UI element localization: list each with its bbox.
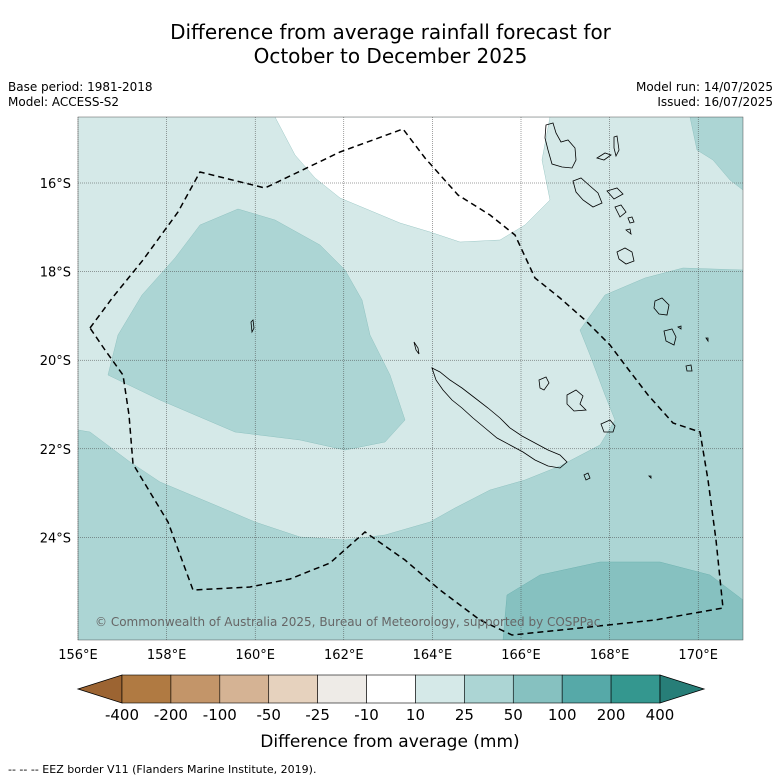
latitude-labels: 16°S 18°S 20°S 22°S 24°S — [40, 177, 71, 546]
vanuatu-efate — [614, 204, 627, 218]
title-line-1: Difference from average rainfall forecas… — [170, 20, 611, 44]
colorbar-swatch — [121, 674, 172, 704]
colorbar-extend-low — [76, 674, 123, 704]
colorbar-tick-label: 25 — [455, 706, 474, 724]
latitude-label: 20°S — [40, 354, 71, 369]
latitude-label: 22°S — [40, 443, 71, 458]
eez-footnote: -- -- -- EEZ border V11 (Flanders Marine… — [8, 763, 317, 776]
vanuatu-ambae — [596, 152, 612, 161]
meta-left: Base period: 1981-2018 Model: ACCESS-S2 — [8, 80, 153, 110]
colorbar-label: Difference from average (mm) — [260, 732, 519, 752]
longitude-label: 170°E — [678, 648, 718, 663]
longitude-label: 160°E — [235, 648, 275, 663]
colorbar-tick-label: 100 — [548, 706, 577, 724]
region-25-50-west — [107, 208, 406, 451]
vanuatu-erromango — [616, 247, 635, 265]
model-run: Model run: 14/07/2025 — [635, 80, 773, 94]
vanuatu-pentecost — [606, 187, 624, 200]
colorbar: -400 -200 -100 -50 -25 -10 10 25 50 100 200 400 — [76, 674, 706, 724]
colorbar-swatch — [268, 674, 318, 704]
colorbar-tick-label: 50 — [504, 706, 523, 724]
map-title: Difference from average rainfall forecas… — [0, 20, 781, 68]
belep-islands — [413, 341, 420, 355]
longitude-label: 156°E — [58, 648, 98, 663]
colorbar-swatch — [170, 674, 221, 704]
coastlines — [250, 122, 709, 481]
longitude-label: 166°E — [501, 648, 541, 663]
vanuatu-shepherds — [627, 216, 635, 224]
longitude-label: 168°E — [590, 648, 630, 663]
latitude-label: 16°S — [40, 177, 71, 192]
colorbar-tick-label: 400 — [646, 706, 675, 724]
model-name: Model: ACCESS-S2 — [8, 95, 120, 109]
lifou-island — [566, 389, 587, 412]
small-island-a — [677, 325, 682, 330]
colorbar-tick-label: 200 — [597, 706, 626, 724]
longitude-labels: 156°E 158°E 160°E 162°E 164°E 166°E 168°E 170°E — [58, 648, 718, 663]
colorbar-tick-label: -50 — [256, 706, 281, 724]
vanuatu-tanna — [625, 228, 632, 235]
region-no-change — [274, 117, 551, 243]
map-field — [78, 117, 743, 640]
matthew-island — [663, 328, 677, 346]
chesterfield-islands — [250, 319, 255, 334]
mare-island — [600, 419, 616, 433]
colorbar-tick-label: 10 — [406, 706, 425, 724]
ouvea-island — [538, 376, 550, 391]
latitude-label: 24°S — [40, 531, 71, 546]
colorbar-extend-high — [659, 674, 706, 704]
title-line-2: October to December 2025 — [253, 44, 528, 68]
colorbar-tick-label: -25 — [305, 706, 330, 724]
isle-of-pines — [583, 472, 591, 481]
copyright-text: © Commonwealth of Australia 2025, Bureau… — [95, 615, 600, 629]
map-frame — [77, 116, 744, 641]
colorbar-swatch — [610, 674, 661, 704]
colorbar-tick-label: -400 — [105, 706, 139, 724]
colorbar-swatch — [366, 674, 416, 704]
colorbar-swatch — [464, 674, 514, 704]
latitude-label: 18°S — [40, 266, 71, 281]
small-island-c — [685, 364, 693, 372]
issued-date: Issued: 16/07/2025 — [657, 95, 773, 109]
colorbar-swatch — [219, 674, 270, 704]
colorbar-swatch — [415, 674, 465, 704]
region-25-50-south — [78, 267, 743, 640]
small-island-b — [705, 337, 709, 343]
colorbar-swatch — [317, 674, 367, 704]
longitude-label: 164°E — [413, 648, 453, 663]
region-50-100 — [502, 561, 743, 640]
small-island-d — [648, 475, 652, 479]
meta-right: Model run: 14/07/2025 Issued: 16/07/2025 — [636, 80, 773, 110]
vanuatu-maewo — [613, 135, 620, 158]
longitude-label: 158°E — [147, 648, 187, 663]
eez-border — [89, 128, 724, 636]
vanuatu-malekula — [572, 177, 603, 208]
colorbar-swatch — [561, 674, 612, 704]
graticule — [77, 117, 743, 640]
hunter-islands — [653, 297, 670, 316]
colorbar-tick-label: -200 — [154, 706, 188, 724]
colorbar-tick-label: -10 — [354, 706, 379, 724]
region-25-50-northeast — [689, 117, 743, 191]
vanuatu-espiritu-santo — [544, 122, 577, 169]
longitude-label: 162°E — [324, 648, 364, 663]
colorbar-swatch — [512, 674, 563, 704]
new-caledonia-coast — [431, 367, 568, 469]
base-period: Base period: 1981-2018 — [8, 80, 153, 94]
colorbar-tick-label: -100 — [203, 706, 237, 724]
